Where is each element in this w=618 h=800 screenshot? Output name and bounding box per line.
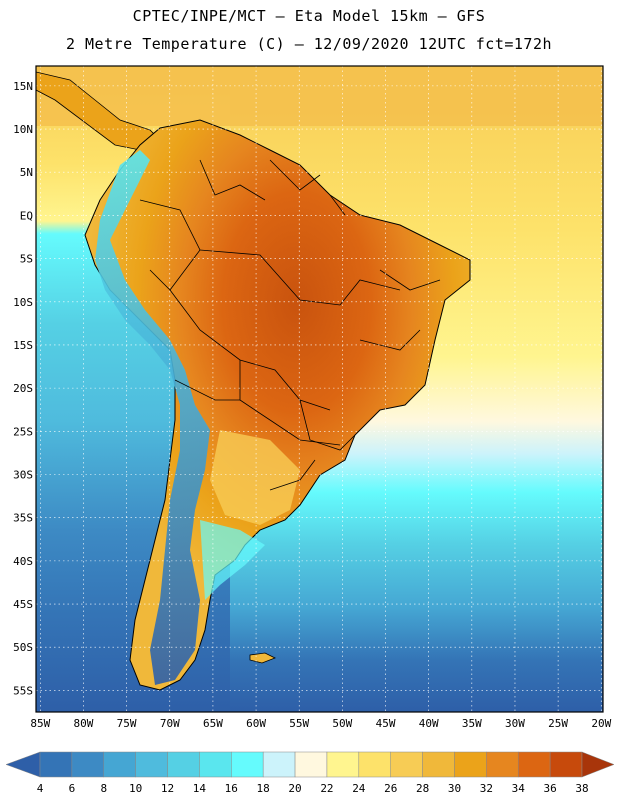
colorbar-swatch xyxy=(326,751,360,778)
andes-cold-strip xyxy=(95,150,210,685)
lat-label: 20S xyxy=(13,382,33,395)
map-field xyxy=(36,66,603,712)
lon-label: 70W xyxy=(160,717,180,730)
colorbar-swatch xyxy=(390,751,423,778)
colorbar-swatch xyxy=(167,751,200,778)
colorbar-label: 8 xyxy=(100,782,107,795)
colorbar-min-arrow xyxy=(5,751,41,778)
colorbar-swatch xyxy=(262,751,296,778)
colorbar-label: 6 xyxy=(69,782,76,795)
lon-label: 75W xyxy=(117,717,137,730)
pampas-warm xyxy=(210,430,300,525)
lat-label: 15N xyxy=(13,80,33,93)
map-frame xyxy=(35,65,604,713)
chart-subtitle: 2 Metre Temperature (C) – 12/09/2020 12U… xyxy=(65,35,553,53)
colorbar-label: 14 xyxy=(193,782,207,795)
country-borders xyxy=(139,159,441,491)
lat-label: 50S xyxy=(13,641,33,654)
lon-label: 45W xyxy=(376,717,396,730)
lat-label: 55S xyxy=(13,684,33,697)
colorbar-label: 32 xyxy=(480,782,493,795)
colorbar-label: 4 xyxy=(37,782,44,795)
lat-label: 10S xyxy=(13,296,33,309)
colorbar-label: 20 xyxy=(288,782,301,795)
lon-label: 40W xyxy=(419,717,439,730)
colorbar-swatch xyxy=(39,751,73,778)
colorbar-label: 16 xyxy=(225,782,238,795)
lon-label: 65W xyxy=(203,717,223,730)
lon-label: 60W xyxy=(246,717,266,730)
colorbar-label: 30 xyxy=(448,782,461,795)
lat-label: 25S xyxy=(13,425,33,438)
lon-label: 55W xyxy=(289,717,309,730)
colorbar-label: 24 xyxy=(352,782,366,795)
colorbar-label: 34 xyxy=(512,782,526,795)
colorbar-swatch xyxy=(422,751,455,778)
lon-label: 20W xyxy=(591,717,611,730)
lat-label: EQ xyxy=(20,209,33,222)
lat-label: 45S xyxy=(13,598,33,611)
colorbar-swatch xyxy=(294,751,328,778)
colorbar-swatch xyxy=(199,751,232,778)
patagonia-plain xyxy=(200,520,265,600)
longitude-labels: 85W 80W 75W 70W 65W 60W 55W 50W 45W 40W 35W 30W 25W 2… xyxy=(30,717,611,730)
colorbar-label: 38 xyxy=(575,782,588,795)
lon-label: 25W xyxy=(548,717,568,730)
lon-label: 30W xyxy=(505,717,525,730)
colorbar-swatch xyxy=(103,751,136,778)
colorbar-label: 10 xyxy=(129,782,142,795)
colorbar-swatch xyxy=(454,751,487,778)
chart-title: CPTEC/INPE/MCT – Eta Model 15km – GFS xyxy=(132,7,486,25)
colorbar: 4 6 8 10 12 14 16 18 20 22 24 26 28 30 32 34 36 38 xyxy=(5,751,615,795)
caribbean-warm-band xyxy=(36,66,603,126)
colorbar-label: 36 xyxy=(543,782,556,795)
colorbar-swatch xyxy=(486,751,519,778)
lat-label: 5N xyxy=(20,166,33,179)
colorbar-swatch xyxy=(135,751,168,778)
colorbar-label: 22 xyxy=(320,782,333,795)
colorbar-label: 18 xyxy=(257,782,270,795)
colorbar-swatch xyxy=(358,751,391,778)
colorbar-label: 26 xyxy=(384,782,397,795)
colorbar-swatch xyxy=(549,751,583,778)
lat-label: 35S xyxy=(13,512,33,525)
latitude-labels: 15N 10N 5N EQ 5S 10S 15S 20S 25S 30S 35S 40S 45S 50S 5… xyxy=(13,80,33,698)
colorbar-max-arrow xyxy=(581,751,615,778)
colorbar-swatch xyxy=(517,751,551,778)
colorbar-swatch xyxy=(71,751,105,778)
graticule xyxy=(36,66,603,712)
lat-label: 40S xyxy=(13,555,33,568)
lat-label: 15S xyxy=(13,339,33,352)
colorbar-label: 28 xyxy=(416,782,429,795)
colorbar-label: 12 xyxy=(161,782,174,795)
lon-label: 35W xyxy=(462,717,482,730)
lat-label: 5S xyxy=(20,253,33,266)
lon-label: 50W xyxy=(332,717,352,730)
lon-label: 85W xyxy=(30,717,50,730)
lon-label: 80W xyxy=(74,717,94,730)
colorbar-swatch xyxy=(231,751,264,778)
lat-label: 10N xyxy=(13,123,33,136)
lat-label: 30S xyxy=(13,469,33,482)
